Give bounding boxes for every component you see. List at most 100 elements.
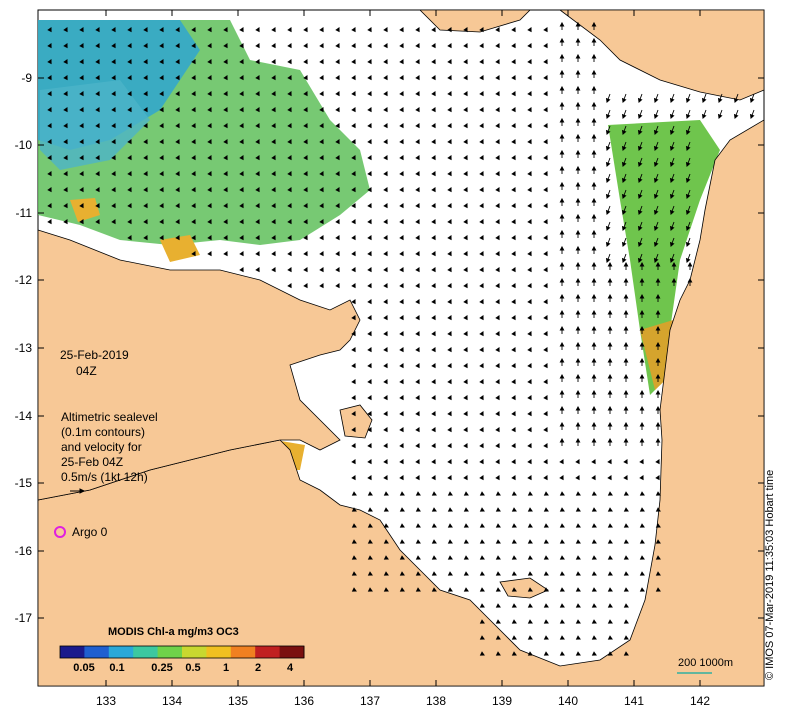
- velocity-arrow-head: [669, 145, 675, 151]
- velocity-arrow-head: [223, 123, 228, 129]
- velocity-arrow-head: [527, 91, 532, 97]
- velocity-arrow-head: [575, 37, 581, 43]
- velocity-arrow-head: [527, 283, 532, 289]
- velocity-arrow-head: [463, 171, 468, 177]
- velocity-arrow-head: [653, 129, 659, 135]
- colorbar-tick: 0.05: [73, 662, 95, 674]
- velocity-arrow-head: [367, 43, 372, 49]
- velocity-arrow-head: [527, 267, 532, 273]
- velocity-arrow-head: [559, 245, 565, 251]
- velocity-arrow-head: [623, 293, 629, 299]
- velocity-arrow-head: [335, 107, 340, 113]
- velocity-arrow-head: [431, 379, 436, 385]
- velocity-arrow-head: [367, 187, 372, 193]
- velocity-arrow-head: [431, 443, 436, 449]
- velocity-arrow-head: [399, 491, 405, 496]
- velocity-arrow-head: [399, 507, 405, 512]
- velocity-arrow-head: [367, 539, 373, 544]
- velocity-arrow-head: [255, 27, 260, 33]
- velocity-arrow-head: [637, 113, 643, 119]
- velocity-arrow-head: [335, 251, 340, 257]
- velocity-arrow-head: [495, 347, 500, 353]
- velocity-arrow-head: [351, 267, 356, 273]
- velocity-arrow-head: [637, 225, 643, 231]
- velocity-arrow-head: [351, 363, 356, 369]
- velocity-arrow-head: [479, 203, 484, 209]
- velocity-arrow-head: [639, 491, 645, 496]
- colorbar-segment: [206, 646, 232, 658]
- velocity-arrow-head: [79, 27, 84, 33]
- velocity-arrow-head: [639, 389, 645, 395]
- velocity-arrow-head: [511, 283, 516, 289]
- velocity-arrow-head: [655, 357, 661, 363]
- velocity-arrow-head: [111, 203, 116, 209]
- velocity-arrow-head: [255, 219, 260, 225]
- velocity-arrow-head: [575, 101, 581, 107]
- velocity-arrow-head: [655, 325, 661, 331]
- velocity-arrow-head: [335, 59, 340, 65]
- velocity-arrow-head: [383, 75, 388, 81]
- velocity-arrow-head: [223, 187, 228, 193]
- velocity-arrow-head: [511, 651, 517, 656]
- velocity-arrow-head: [543, 139, 548, 145]
- velocity-arrow-head: [543, 299, 548, 305]
- velocity-arrow-head: [287, 267, 292, 273]
- velocity-arrow-head: [47, 219, 52, 225]
- velocity-arrow-head: [495, 491, 501, 496]
- velocity-arrow-head: [367, 571, 373, 576]
- velocity-arrow-head: [447, 43, 452, 49]
- velocity-arrow-head: [143, 59, 148, 65]
- velocity-arrow-head: [591, 245, 597, 251]
- velocity-arrow-head: [351, 395, 356, 401]
- velocity-arrow-head: [463, 299, 468, 305]
- velocity-arrow-head: [655, 293, 661, 299]
- velocity-arrow-head: [623, 389, 629, 395]
- velocity-arrow-head: [127, 219, 132, 225]
- velocity-arrow-head: [669, 97, 675, 103]
- velocity-arrow-head: [637, 209, 643, 215]
- velocity-arrow-head: [399, 187, 404, 193]
- velocity-arrow-head: [255, 155, 260, 161]
- axis-ticks: [38, 10, 764, 686]
- velocity-arrow-head: [415, 107, 420, 113]
- velocity-arrow-head: [383, 139, 388, 145]
- velocity-arrow-head: [159, 155, 164, 161]
- velocity-arrow-head: [383, 27, 388, 33]
- velocity-arrow-head: [685, 193, 691, 199]
- velocity-arrow-head: [575, 651, 581, 656]
- velocity-arrow-head: [303, 123, 308, 129]
- velocity-arrow-head: [559, 571, 565, 576]
- velocity-arrow-head: [685, 113, 691, 119]
- velocity-arrow-head: [255, 187, 260, 193]
- velocity-arrow-head: [239, 155, 244, 161]
- velocity-arrow-head: [511, 619, 517, 624]
- velocity-arrow-head: [591, 571, 597, 576]
- velocity-arrow-head: [287, 43, 292, 49]
- colorbar-tick: 0.5: [185, 662, 201, 674]
- velocity-arrow-head: [383, 267, 388, 273]
- altimetry-legend: Altimetric sealevel (0.1m contours) and …: [61, 410, 158, 485]
- velocity-arrow-head: [399, 283, 404, 289]
- velocity-arrow-head: [319, 235, 324, 241]
- velocity-arrow-head: [495, 443, 500, 449]
- velocity-arrow-head: [319, 203, 324, 209]
- velocity-arrow-head: [95, 107, 100, 113]
- velocity-arrow-head: [415, 523, 421, 528]
- velocity-arrow-head: [175, 139, 180, 145]
- velocity-arrow-head: [335, 283, 340, 289]
- x-tick-label: 139: [491, 694, 513, 708]
- velocity-arrow-head: [495, 75, 500, 81]
- velocity-arrow-head: [479, 27, 484, 33]
- velocity-arrow-head: [431, 363, 436, 369]
- velocity-arrow-head: [319, 43, 324, 49]
- velocity-arrow-head: [671, 277, 677, 283]
- velocity-arrow-head: [351, 427, 356, 433]
- velocity-arrow-head: [367, 267, 372, 273]
- velocity-arrow-head: [543, 203, 548, 209]
- velocity-arrow-head: [223, 75, 228, 81]
- velocity-arrow-head: [575, 539, 581, 544]
- velocity-arrow-head: [239, 107, 244, 113]
- velocity-arrow-head: [511, 475, 516, 481]
- velocity-arrow-head: [559, 389, 565, 395]
- velocity-arrow-head: [431, 315, 436, 321]
